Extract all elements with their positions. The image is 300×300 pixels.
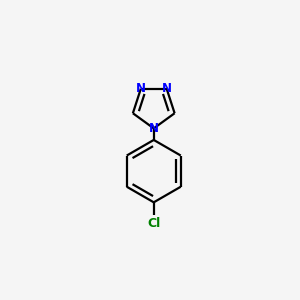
Text: N: N [162,82,172,95]
Text: N: N [136,82,146,95]
Text: N: N [149,122,159,135]
Text: Cl: Cl [147,217,160,230]
